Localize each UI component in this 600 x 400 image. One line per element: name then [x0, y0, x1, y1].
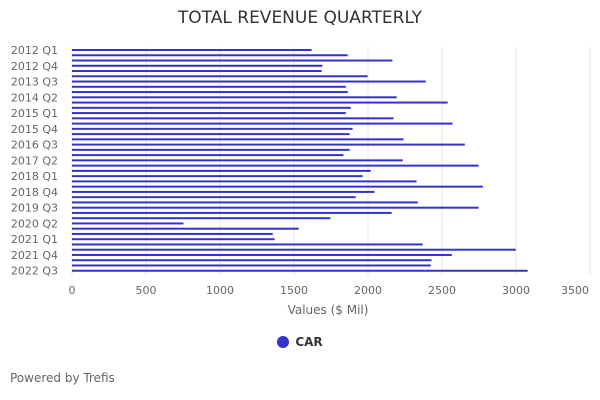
x-tick-label: 1500: [280, 284, 308, 297]
bar: [72, 164, 479, 167]
bar: [72, 259, 432, 262]
chart-title: TOTAL REVENUE QUARTERLY: [177, 8, 423, 28]
bar: [72, 253, 452, 256]
bar-chart: 0 500 1000 1500 2000 2500 3000 3500 2012 Q1 2012 …: [11, 44, 591, 317]
bar: [72, 159, 403, 162]
bar: [72, 117, 394, 120]
y-tick-label: 2012 Q4: [11, 60, 58, 73]
bar: [72, 106, 351, 109]
bar: [72, 101, 448, 104]
bar: [72, 264, 431, 267]
y-tick-label: 2014 Q2: [11, 91, 58, 104]
y-tick-label: 2018 Q1: [11, 170, 58, 183]
legend[interactable]: CAR: [0, 335, 600, 349]
bar: [72, 211, 392, 214]
y-tick-label: 2018 Q4: [11, 186, 58, 199]
x-tick-label: 1000: [206, 284, 234, 297]
bar: [72, 248, 516, 251]
y-tick-label: 2016 Q3: [11, 139, 58, 152]
bar: [72, 70, 322, 73]
bar: [72, 269, 528, 272]
y-tick-label: 2015 Q1: [11, 107, 58, 120]
y-tick-label: 2013 Q3: [11, 76, 58, 89]
y-tick-label: 2021 Q1: [11, 233, 58, 246]
bar: [72, 138, 404, 141]
legend-label: CAR: [295, 335, 323, 349]
bar: [72, 49, 312, 51]
x-axis-label: Values ($ Mil): [288, 303, 369, 317]
bar: [72, 175, 363, 178]
bar: [72, 206, 479, 209]
powered-by-credit: Powered by Trefis: [10, 371, 115, 385]
bar: [72, 133, 350, 136]
y-tick-label: 2021 Q4: [11, 249, 58, 262]
bar: [72, 112, 346, 115]
bar: [72, 96, 397, 99]
x-tick-label: 0: [69, 284, 76, 297]
bar: [72, 201, 418, 204]
bar: [72, 154, 344, 157]
bar: [72, 227, 299, 230]
bar: [72, 190, 375, 193]
bar: [72, 180, 417, 183]
x-tick-label: 2000: [354, 284, 382, 297]
bar: [72, 238, 275, 241]
bar: [72, 185, 483, 188]
legend-swatch: [277, 336, 290, 348]
x-tick-label: 3500: [561, 284, 589, 297]
bar: [72, 196, 356, 199]
x-tick-label: 2500: [428, 284, 456, 297]
bar: [72, 91, 348, 94]
bar: [72, 222, 184, 225]
x-tick-label: 3000: [502, 284, 530, 297]
bar: [72, 232, 273, 235]
y-tick-label: 2017 Q2: [11, 154, 58, 167]
x-tick-label: 500: [136, 284, 157, 297]
y-tick-label: 2012 Q1: [11, 44, 58, 57]
bar: [72, 143, 465, 146]
bar: [72, 80, 426, 83]
bar: [72, 64, 323, 67]
y-tick-label: 2020 Q2: [11, 217, 58, 230]
bar: [72, 243, 423, 246]
bar: [72, 75, 368, 78]
bar: [72, 127, 353, 130]
bar: [72, 217, 331, 220]
y-tick-label: 2015 Q4: [11, 123, 58, 136]
y-tick-label: 2019 Q3: [11, 202, 58, 215]
y-tick-label: 2022 Q3: [11, 265, 58, 278]
bar: [72, 169, 371, 172]
bar: [72, 59, 393, 62]
bar: [72, 54, 348, 57]
bar: [72, 85, 346, 88]
bar: [72, 148, 350, 151]
bar: [72, 122, 453, 125]
